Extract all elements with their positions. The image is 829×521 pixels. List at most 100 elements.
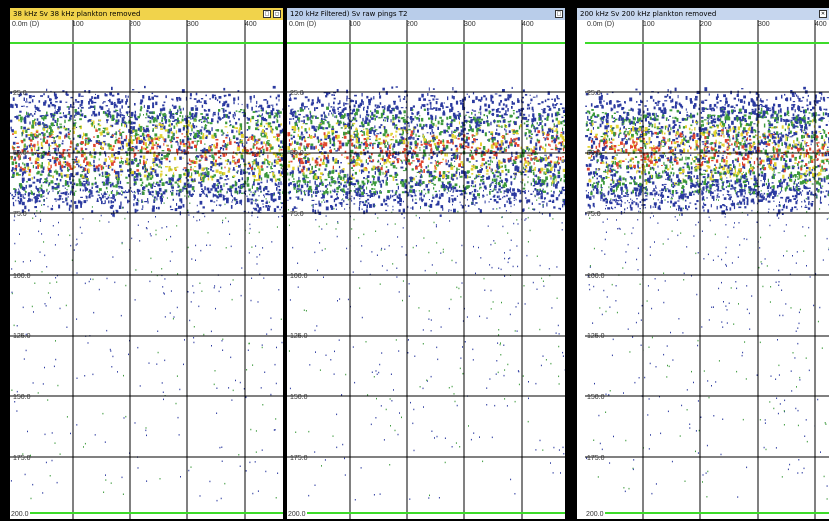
echo-point [199,101,202,103]
echo-point [191,113,193,117]
echo-point [544,171,547,174]
echo-point [253,181,255,185]
echo-point [56,111,59,115]
echo-point [272,198,275,203]
echo-point [319,151,322,153]
echo-point [117,174,120,178]
echo-point [33,143,36,148]
echo-point [177,186,179,188]
echo-point [32,382,34,384]
echo-point [160,166,162,169]
echo-point [10,192,12,195]
echo-point [29,157,32,161]
echo-point [503,182,507,187]
echo-point [209,148,213,152]
echo-point [193,131,195,134]
echo-point [156,164,159,167]
echo-point [203,168,205,170]
echo-point [341,204,343,207]
echo-point [269,125,273,128]
echo-point [473,165,475,169]
echo-point [436,141,440,145]
panel-title: 120 kHz Filtered) Sv raw pings T2 [290,10,408,18]
echo-point [539,122,542,125]
panel-title-bar[interactable]: 38 kHz Sv 38 kHz plankton removed □ ◻ [10,8,283,20]
echogram-plot[interactable]: 0.0m (D) 100 200 300 400 25.0 50.0 75.0 … [10,20,283,519]
echo-point [246,369,248,371]
echo-point [178,434,180,436]
echo-point [255,152,259,157]
echo-point [252,492,254,495]
echo-point [160,157,163,160]
echo-point [255,105,257,108]
echo-point [24,205,27,210]
echo-point [264,173,267,178]
echo-point [392,154,394,158]
echo-point [101,130,104,132]
echo-point [115,171,118,175]
echo-point [344,150,347,153]
echo-point [401,141,404,144]
minimize-icon[interactable]: □ [555,10,563,18]
echogram-panel-120khz[interactable]: 120 kHz Filtered) Sv raw pings T2 □ 0.0m… [287,8,565,519]
echo-point [397,185,399,190]
echo-point [54,104,56,107]
echo-point [228,93,231,97]
echo-point [417,165,419,167]
echo-point [558,113,561,116]
echo-point [98,124,102,127]
echo-point [176,97,179,100]
echo-point [21,201,25,206]
echo-point [275,497,277,499]
echo-point [511,155,514,157]
echo-point [260,122,263,126]
echo-point [146,227,148,230]
minimize-icon[interactable]: □ [263,10,271,18]
echo-point [287,168,288,170]
echo-point [96,135,100,139]
echo-point [84,116,87,118]
echo-point [76,377,78,379]
echo-point [453,156,456,159]
echo-point [46,88,48,92]
echo-point [508,123,511,127]
echo-point [430,114,433,117]
echo-point [475,96,478,100]
panel-title-bar[interactable]: 120 kHz Filtered) Sv raw pings T2 □ [287,8,565,20]
echo-point [258,207,262,211]
echo-point [454,165,456,168]
echo-point [538,168,541,172]
echo-point [109,145,112,147]
echo-point [159,180,162,183]
echo-point [117,92,120,96]
echo-point [549,213,551,217]
echo-point [530,183,532,186]
echo-point [100,147,102,149]
echo-point [42,383,44,385]
echo-point [318,203,322,207]
echo-point [38,133,42,136]
echo-point [249,193,251,196]
echo-point [361,93,363,97]
echo-point [401,179,404,182]
echo-point [65,304,67,307]
echo-point [304,128,307,132]
echo-point [199,193,202,196]
maximize-icon[interactable]: ◻ [273,10,281,18]
echo-point [33,197,35,199]
echo-point [463,139,466,142]
echo-point [392,152,394,156]
echo-point [454,160,456,162]
echo-point [196,204,198,207]
echogram-plot[interactable]: 0.0m (D) 100 200 300 400 25.0 50.0 75.0 … [287,20,565,519]
echo-point [306,154,309,156]
echo-point [141,181,144,184]
echo-point [76,149,79,154]
echo-point [196,130,200,132]
echo-point [169,312,171,314]
echo-point [261,136,265,138]
echogram-panel-38khz[interactable]: 38 kHz Sv 38 kHz plankton removed □ ◻ 0.… [10,8,283,519]
echo-point [462,104,464,108]
echo-point [238,192,240,195]
echo-point [91,195,94,197]
